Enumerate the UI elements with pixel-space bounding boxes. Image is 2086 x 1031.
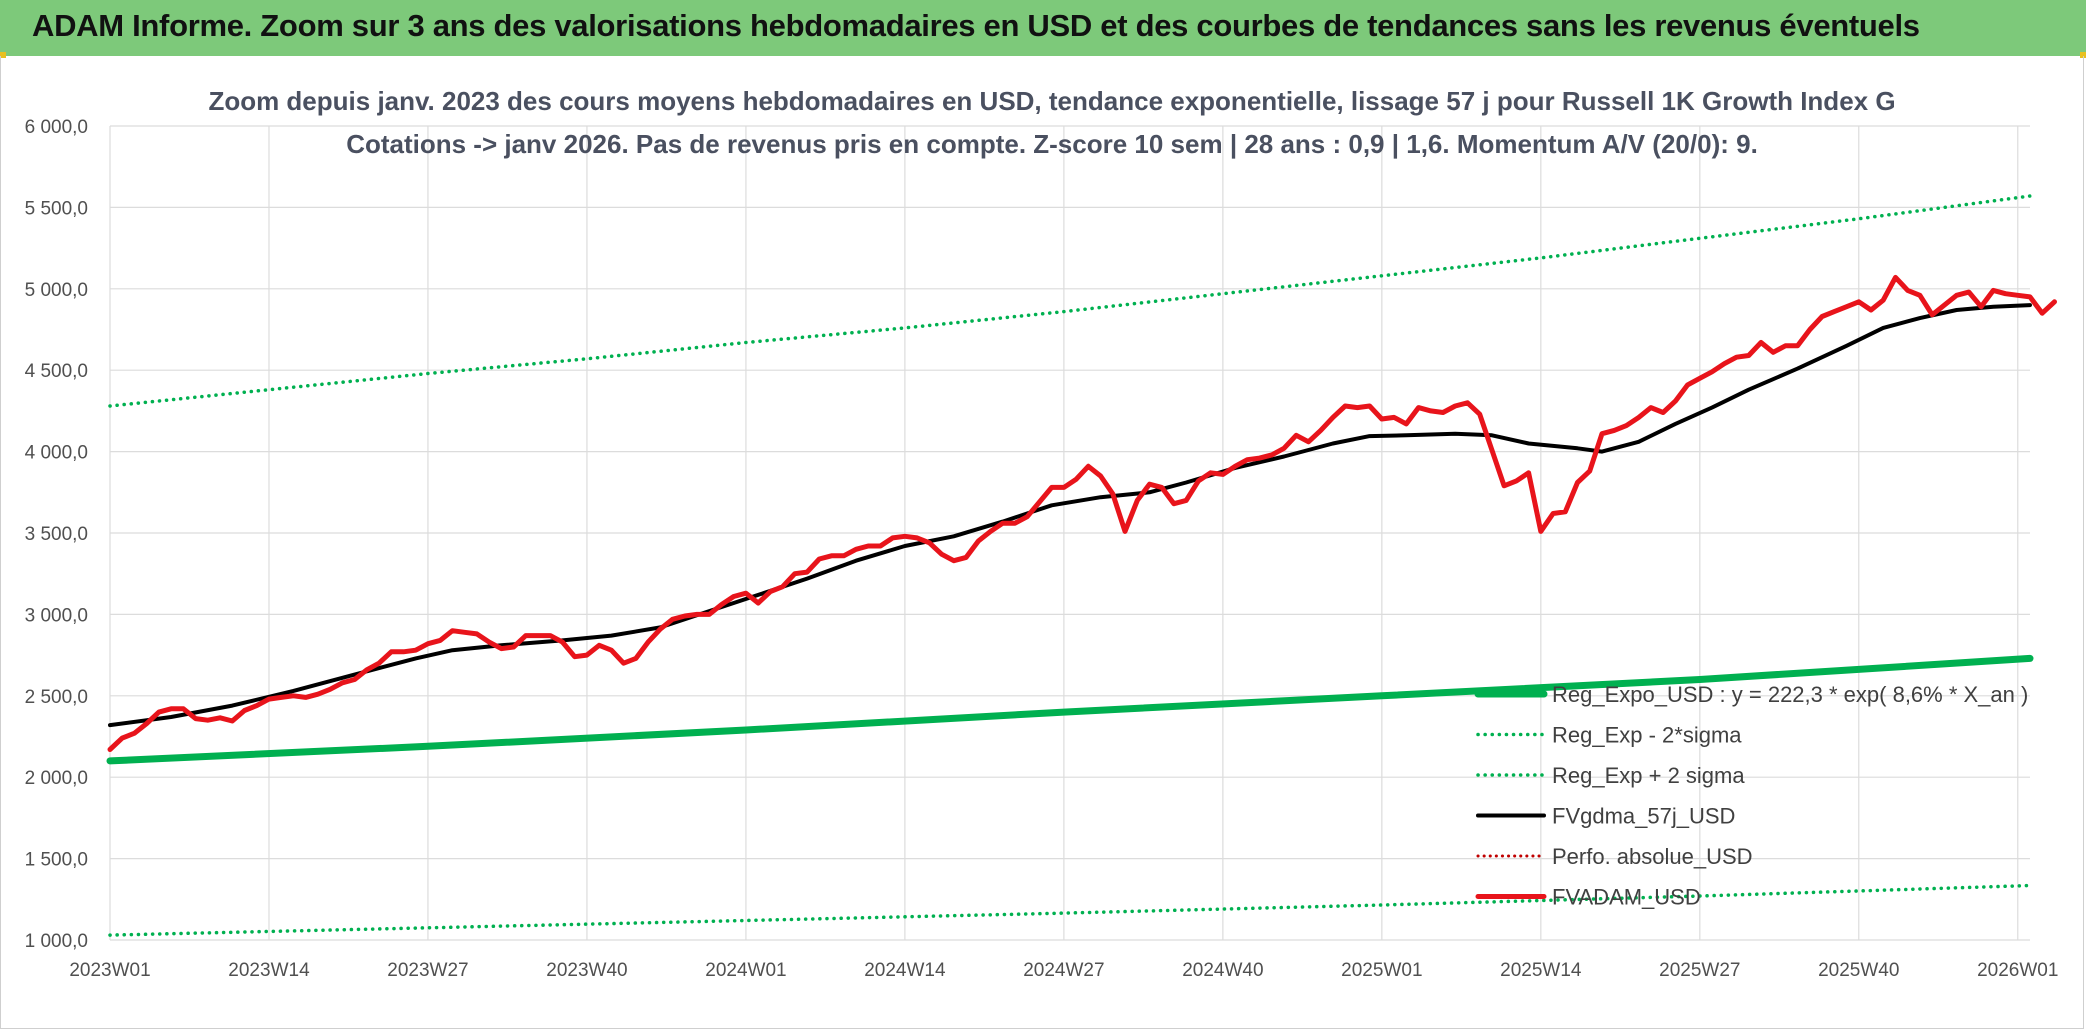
series-line-5 xyxy=(107,274,2057,752)
legend-label: Reg_Exp - 2*sigma xyxy=(1552,723,1742,748)
frame-corner-left xyxy=(0,52,6,58)
x-tick-label: 2026W01 xyxy=(1977,960,2058,981)
x-tick-label: 2023W27 xyxy=(387,960,468,981)
x-tick-label: 2024W14 xyxy=(864,960,946,981)
series-line-1 xyxy=(108,883,2032,937)
legend-label: FVgdma_57j_USD xyxy=(1552,804,1735,829)
x-tick-label: 2024W01 xyxy=(705,960,786,981)
frame-corner-right xyxy=(2080,52,2086,58)
chart-legend: Reg_Expo_USD : y = 222,3 * exp( 8,6% * X… xyxy=(1474,682,2028,910)
legend-label: Perfo. absolue_USD xyxy=(1552,844,1753,869)
y-tick-label: 4 000,0 xyxy=(25,443,88,464)
series-line-0 xyxy=(106,654,2034,765)
x-tick-label: 2025W27 xyxy=(1659,960,1740,981)
report-title: ADAM Informe. Zoom sur 3 ans des valoris… xyxy=(32,8,1920,43)
x-tick-label: 2025W14 xyxy=(1500,960,1582,981)
series-line-3 xyxy=(108,303,2032,728)
x-tick-label: 2023W14 xyxy=(228,960,310,981)
x-tick-label: 2023W01 xyxy=(69,960,150,981)
report-banner: ADAM Informe. Zoom sur 3 ans des valoris… xyxy=(0,0,2086,56)
y-tick-label: 3 000,0 xyxy=(25,605,88,626)
y-tick-label: 5 000,0 xyxy=(25,280,88,301)
y-tick-label: 5 500,0 xyxy=(25,198,88,219)
chart-title-line-2: Cotations -> janv 2026. Pas de revenus p… xyxy=(346,129,1758,159)
legend-label: Reg_Expo_USD : y = 222,3 * exp( 8,6% * X… xyxy=(1552,682,2028,707)
legend-label: FVADAM_USD xyxy=(1552,885,1701,910)
y-axis: 1 000,0 1 500,0 2 000,0 2 500,0 3 000,0 3 500… xyxy=(25,117,88,952)
x-tick-label: 2024W27 xyxy=(1023,960,1104,981)
y-tick-label: 6 000,0 xyxy=(25,117,88,138)
x-tick-label: 2023W40 xyxy=(546,960,627,981)
y-tick-label: 2 000,0 xyxy=(25,768,88,789)
y-tick-label: 1 500,0 xyxy=(25,850,88,871)
y-tick-label: 1 000,0 xyxy=(25,931,88,952)
chart-title-line-1: Zoom depuis janv. 2023 des cours moyens … xyxy=(208,86,1895,116)
x-tick-label: 2025W40 xyxy=(1818,960,1899,981)
chart-frame xyxy=(0,56,2084,1029)
y-tick-label: 2 500,0 xyxy=(25,687,88,708)
x-tick-label: 2024W40 xyxy=(1182,960,1263,981)
y-tick-label: 3 500,0 xyxy=(25,524,88,545)
x-tick-label: 2025W01 xyxy=(1341,960,1422,981)
chart-grid xyxy=(109,125,2030,941)
series-lines xyxy=(106,194,2057,937)
legend-label: Reg_Exp + 2 sigma xyxy=(1552,763,1745,788)
y-tick-label: 4 500,0 xyxy=(25,361,88,382)
series-line-2 xyxy=(108,194,2032,408)
x-axis: 2023W01 2023W14 2023W27 2023W40 2024W01 2024W… xyxy=(69,960,2058,981)
